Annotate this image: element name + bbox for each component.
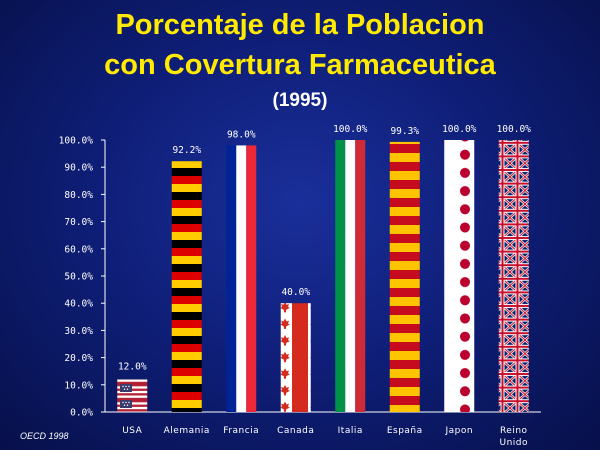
x-axis-categories: USA Alemania Francia Canada Italia España Japo…: [122, 426, 528, 448]
category-label: Reino Unido: [499, 426, 528, 448]
spanish-flag-fill: [389, 141, 420, 413]
uk-flag-fill: [498, 140, 529, 412]
italian-flag-green-stripe: [335, 140, 346, 412]
y-tick-label: 50.0%: [64, 272, 93, 283]
bar-uk-flag: [498, 140, 529, 412]
chart-title-line-1: Porcentaje de la Poblacion: [115, 9, 485, 41]
bar-spanish-flag: [389, 141, 420, 413]
us-flag-fill: [117, 379, 148, 412]
data-label: 12.0%: [118, 361, 147, 372]
german-flag-fill: [171, 161, 202, 412]
bar-german-flag: [171, 161, 202, 412]
source-note: OECD 1998: [20, 431, 69, 441]
category-label: Alemania: [164, 426, 210, 436]
y-tick-label: 80.0%: [64, 190, 93, 201]
category-label: España: [387, 426, 423, 436]
data-label: 40.0%: [281, 287, 310, 298]
chart-axes: [104, 140, 541, 413]
data-label: 100.0%: [333, 124, 368, 135]
category-label: USA: [122, 426, 142, 436]
canadian-flag-fill: [280, 303, 311, 412]
y-tick-label: 30.0%: [64, 326, 93, 337]
y-tick-label: 100.0%: [59, 136, 94, 147]
data-label: 100.0%: [497, 124, 532, 135]
y-tick-label: 60.0%: [64, 244, 93, 255]
category-label: Italia: [338, 426, 363, 436]
japanese-flag-fill: [444, 140, 475, 412]
bar-japanese-flag: [444, 140, 475, 412]
category-label: Japon: [444, 426, 473, 436]
chart-data-labels: 12.0% 92.2% 98.0% 40.0% 100.0% 99.3% 100.0% 100…: [118, 124, 531, 372]
french-flag-white-stripe: [236, 145, 247, 412]
y-tick-label: 10.0%: [64, 380, 93, 391]
chart-title-line-2: con Covertura Farmaceutica: [104, 49, 496, 81]
category-label: Francia: [223, 426, 259, 436]
bar-canadian-flag: [280, 303, 311, 412]
bar-italian-flag: [335, 140, 366, 412]
data-label: 98.0%: [227, 129, 256, 140]
chart-bars: [117, 140, 529, 413]
y-tick-label: 20.0%: [64, 353, 93, 364]
category-label: Canada: [277, 426, 314, 436]
y-tick-label: 90.0%: [64, 163, 93, 174]
bar-french-flag: [226, 145, 257, 412]
italian-flag-red-stripe: [355, 140, 366, 412]
italian-flag-white-stripe: [345, 140, 356, 412]
data-label: 92.2%: [172, 145, 201, 156]
y-tick-label: 0.0%: [70, 408, 93, 419]
y-axis-ticks: 0.0% 10.0% 20.0% 30.0% 40.0% 50.0% 60.0% 70.0% 8…: [59, 136, 105, 419]
data-label: 99.3%: [390, 126, 419, 137]
french-flag-blue-stripe: [226, 145, 237, 412]
data-label: 100.0%: [442, 124, 477, 135]
french-flag-red-stripe: [246, 145, 257, 412]
y-tick-label: 70.0%: [64, 217, 93, 228]
bar-us-flag: [117, 379, 148, 412]
y-tick-label: 40.0%: [64, 299, 93, 310]
chart-subtitle: (1995): [272, 90, 328, 111]
